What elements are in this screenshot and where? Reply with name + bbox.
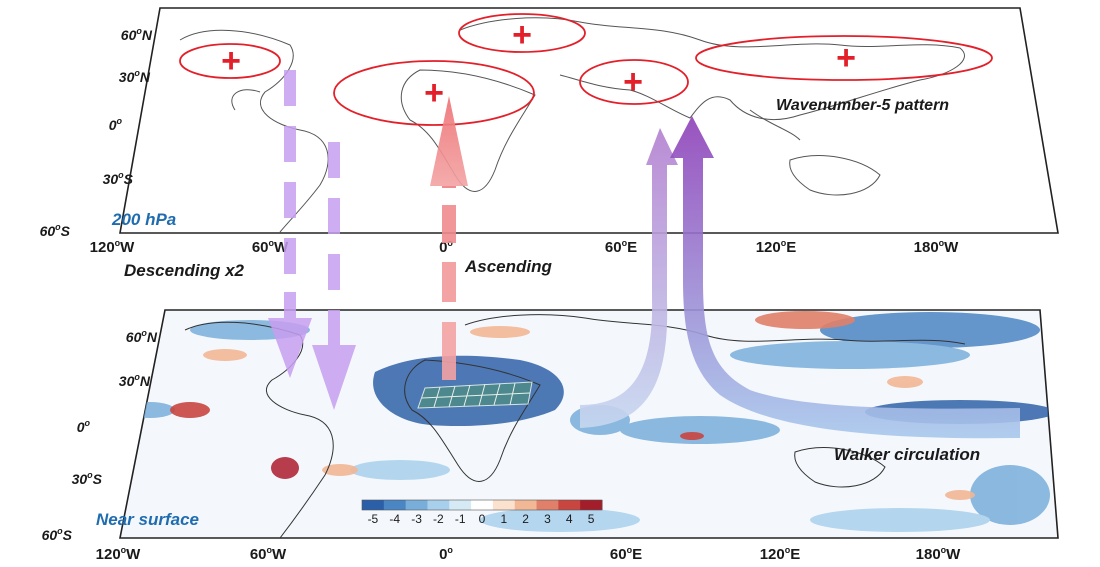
colorbar-swatch [536, 500, 559, 510]
colorbar-tick-label: -2 [433, 512, 444, 526]
lower-lat-labels: 60oN 30oN 0o 30oS 60oS [42, 328, 158, 543]
lower-level-label: Near surface [96, 510, 199, 529]
colorbar-swatch [558, 500, 581, 510]
colorbar-swatch [405, 500, 428, 510]
center-east-asia [695, 35, 993, 81]
lat-label: 30oN [119, 372, 151, 389]
colorbar-tick-label: -4 [389, 512, 400, 526]
colorbar-tick-label: 4 [566, 512, 573, 526]
upper-coastlines [179, 17, 965, 233]
upper-map-frame [119, 7, 1059, 234]
lat-label: 60oN [126, 328, 158, 345]
colorbar-tick-label: -1 [455, 512, 466, 526]
lon-label: 180oW [916, 545, 962, 563]
descending-arrow-left [268, 70, 312, 378]
colorbar-tick-label: 5 [588, 512, 595, 526]
lat-label: 0o [109, 116, 123, 133]
lon-label: 120oE [756, 238, 797, 256]
colorbar-swatch [471, 500, 494, 510]
descending-label: Descending x2 [124, 261, 245, 280]
lat-label: 0o [77, 418, 91, 435]
lon-label: 180oW [914, 238, 960, 256]
lower-map-panel: 60oN 30oN 0o 30oS 60oS Near surface 120o… [42, 309, 1059, 563]
colorbar-swatch [514, 500, 538, 510]
walker-arrow-inner [580, 128, 678, 428]
colorbar-tick-label: -5 [368, 512, 379, 526]
upper-map-panel: + + + + + 60oN 30oN 0o 30oS 60oS 200 hPa… [40, 7, 1059, 256]
plus-sign: + [221, 42, 241, 80]
descending-arrows [268, 70, 356, 410]
lat-label: 60oS [42, 526, 73, 543]
upper-level-label: 200 hPa [111, 210, 176, 229]
pattern-label: Wavenumber-5 pattern [776, 97, 949, 114]
lon-label: 0o [439, 545, 453, 563]
center-europe [458, 13, 586, 53]
colorbar-swatch [362, 500, 385, 510]
lon-label: 120oW [96, 545, 142, 563]
lat-label: 30oN [119, 68, 151, 85]
colorbar-tick-label: 1 [500, 512, 507, 526]
plus-sign: + [512, 16, 532, 54]
lat-label: 30oS [72, 470, 103, 487]
walker-circulation-arrows [580, 116, 1020, 439]
colorbar-swatch [492, 500, 516, 510]
descending-arrow-right [312, 142, 356, 410]
lon-label: 120oW [90, 238, 136, 256]
colorbar-swatch [383, 500, 407, 510]
walker-label: Walker circulation [834, 445, 980, 464]
forcing-region [417, 381, 533, 409]
lon-label: 60oW [252, 238, 289, 256]
plus-sign: + [424, 74, 444, 112]
center-north-africa [333, 60, 535, 126]
lat-label: 60oS [40, 222, 71, 239]
colorbar-swatch [580, 500, 603, 510]
colorbar-tick-label: 2 [522, 512, 529, 526]
colorbar-border [361, 499, 603, 511]
walker-arrow-outer [670, 116, 1020, 439]
lon-label: 60oW [250, 545, 287, 563]
lon-label: 60oE [605, 238, 637, 256]
colorbar-tick-label: 3 [544, 512, 551, 526]
colorbar: -5 -4 -3 -2 -1 0 1 2 3 4 5 [361, 499, 603, 526]
plus-sign: + [836, 39, 856, 77]
lon-label: 60oE [610, 545, 642, 563]
center-north-america [179, 43, 281, 79]
lon-label: 120oE [760, 545, 801, 563]
upper-lat-labels: 60oN 30oN 0o 30oS 60oS [40, 26, 153, 239]
colorbar-tick-label: 0 [479, 512, 486, 526]
colorbar-swatch [427, 500, 450, 510]
plus-sign: + [623, 63, 643, 101]
lat-label: 30oS [103, 170, 134, 187]
upper-lon-labels: 120oW 60oW 0o 60oE 120oE 180oW [90, 238, 960, 256]
ascending-arrow [430, 96, 468, 380]
center-south-asia [579, 59, 689, 105]
colorbar-swatch [449, 500, 472, 510]
lat-label: 60oN [121, 26, 153, 43]
anomaly-centers: + + + + + [179, 13, 993, 126]
lower-lon-labels: 120oW 60oW 0o 60oE 120oE 180oW [96, 545, 962, 563]
colorbar-tick-label: -3 [411, 512, 422, 526]
ascending-label: Ascending [464, 257, 553, 276]
